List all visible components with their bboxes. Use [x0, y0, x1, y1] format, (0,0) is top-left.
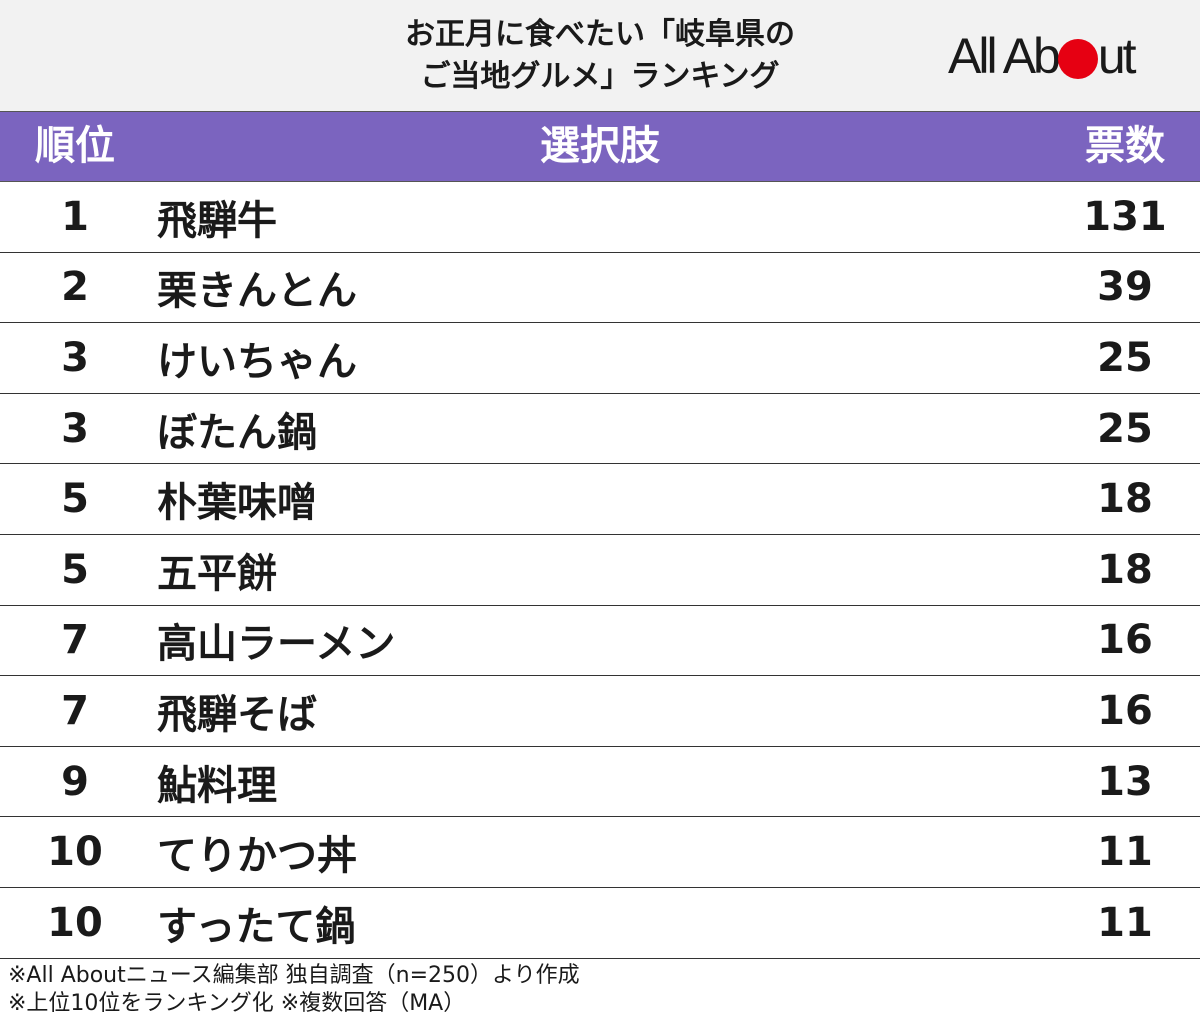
table-row: 7 高山ラーメン 16: [0, 606, 1200, 677]
cell-rank: 10: [47, 829, 103, 876]
column-header-votes: 票数: [1085, 123, 1165, 169]
footnote-line-1: ※All Aboutニュース編集部 独自調査（n=250）より作成: [8, 963, 580, 988]
cell-choice: 朴葉味噌: [157, 480, 317, 527]
cell-rank: 3: [61, 405, 89, 452]
table-row: 7 飛騨そば 16: [0, 676, 1200, 747]
title-line-2: ご当地グルメ」ランキング: [420, 59, 780, 94]
table-row: 10 すったて鍋 11: [0, 888, 1200, 959]
table-row: 3 ぼたん鍋 25: [0, 394, 1200, 465]
column-header-rank: 順位: [35, 123, 115, 169]
cell-votes: 131: [1083, 193, 1167, 240]
cell-choice: 高山ラーメン: [157, 621, 396, 668]
cell-rank: 5: [61, 476, 89, 523]
logo-text-start: All Ab: [948, 28, 1061, 84]
logo-text-end: ut: [1097, 28, 1137, 84]
table-row: 10 てりかつ丼 11: [0, 817, 1200, 888]
cell-votes: 25: [1097, 334, 1153, 381]
cell-choice: てりかつ丼: [157, 833, 357, 880]
cell-choice: けいちゃん: [157, 338, 357, 385]
cell-choice: すったて鍋: [157, 903, 356, 950]
cell-choice: 飛騨牛: [157, 197, 277, 244]
table-header: 順位 選択肢 票数: [0, 111, 1200, 182]
cell-rank: 10: [47, 899, 103, 946]
cell-votes: 16: [1097, 617, 1153, 664]
cell-votes: 39: [1097, 264, 1153, 311]
cell-votes: 25: [1097, 405, 1153, 452]
cell-rank: 2: [61, 264, 89, 311]
cell-votes: 11: [1097, 829, 1153, 876]
cell-choice: 飛騨そば: [157, 691, 317, 738]
table-body: 1 飛騨牛 131 2 栗きんとん 39 3 けいちゃん 25 3 ぼたん鍋 25 5 朴葉味噌 18 5 五平…: [0, 182, 1200, 959]
footnote-line-2: ※上位10位をランキング化 ※複数回答（MA）: [8, 991, 466, 1016]
cell-votes: 18: [1097, 546, 1153, 593]
cell-votes: 16: [1097, 687, 1153, 734]
table-row: 5 朴葉味噌 18: [0, 464, 1200, 535]
page-title: お正月に食べたい「岐阜県の ご当地グルメ」ランキング: [330, 14, 870, 98]
cell-rank: 7: [61, 687, 89, 734]
table-row: 9 鮎料理 13: [0, 747, 1200, 818]
all-about-logo: All Ab ut: [948, 28, 1137, 84]
cell-votes: 11: [1097, 899, 1153, 946]
table-row: 1 飛騨牛 131: [0, 182, 1200, 253]
cell-rank: 9: [61, 758, 89, 805]
table-row: 3 けいちゃん 25: [0, 323, 1200, 394]
cell-choice: 鮎料理: [157, 762, 277, 809]
table-row: 5 五平餅 18: [0, 535, 1200, 606]
logo-red-dot-icon: [1057, 39, 1098, 79]
footnote: ※All Aboutニュース編集部 独自調査（n=250）より作成 ※上位10位…: [8, 962, 580, 1018]
column-header-choice: 選択肢: [540, 123, 660, 169]
title-line-1: お正月に食べたい「岐阜県の: [405, 17, 795, 52]
cell-votes: 13: [1097, 758, 1153, 805]
cell-rank: 1: [61, 193, 89, 240]
cell-rank: 7: [61, 617, 89, 664]
cell-rank: 5: [61, 546, 89, 593]
cell-votes: 18: [1097, 476, 1153, 523]
table-row: 2 栗きんとん 39: [0, 253, 1200, 324]
cell-choice: 五平餅: [157, 550, 277, 597]
cell-choice: 栗きんとん: [157, 268, 357, 315]
cell-choice: ぼたん鍋: [157, 409, 317, 456]
cell-rank: 3: [61, 334, 89, 381]
title-band: お正月に食べたい「岐阜県の ご当地グルメ」ランキング All Ab ut: [0, 0, 1200, 111]
